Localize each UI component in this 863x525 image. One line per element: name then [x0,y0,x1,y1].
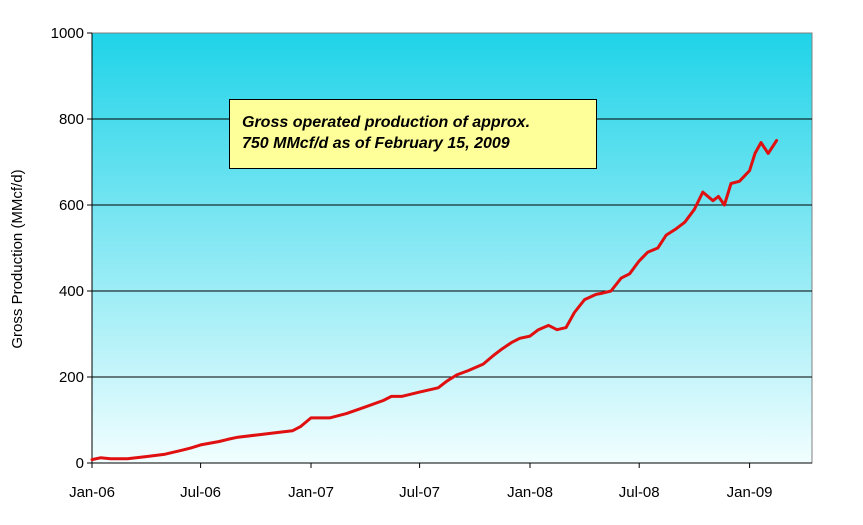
x-tick-label: Jul-08 [619,484,660,501]
x-tick-label: Jan-07 [288,484,334,501]
x-tick-label: Jan-08 [507,484,553,501]
plot-area [91,32,813,464]
y-tick-label: 1000 [51,25,84,42]
y-axis-ticks: 0 200 400 600 800 1000 [51,25,92,472]
y-tick-label: 0 [76,455,84,472]
series-line-0 [90,139,779,462]
y-tick-label: 600 [59,197,84,214]
series-group [90,139,779,462]
annotation-box: Gross operated production of approx. 750… [229,99,597,169]
x-tick-label: Jan-09 [727,484,773,501]
x-tick-label: Jul-07 [399,484,440,501]
y-tick-label: 200 [59,369,84,386]
y-tick-label: 800 [59,111,84,128]
annotation-line-1: Gross operated production of approx. [242,114,531,131]
annotation-line-2: 750 MMcf/d as of February 15, 2009 [242,135,510,152]
y-axis-title: Gross Production (MMcf/d) [9,169,26,348]
y-tick-label: 400 [59,283,84,300]
x-axis-ticks: Jan-06 Jul-06 Jan-07 Jul-07 Jan-08 Jul-08 Jan-… [69,463,773,501]
x-tick-label: Jan-06 [69,484,115,501]
x-tick-label: Jul-06 [180,484,221,501]
